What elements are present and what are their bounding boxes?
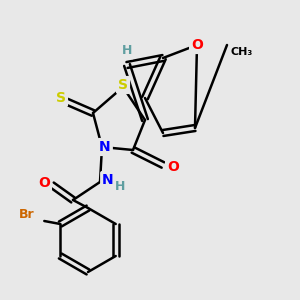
Text: S: S bbox=[118, 78, 128, 92]
Text: S: S bbox=[56, 91, 66, 105]
Text: CH₃: CH₃ bbox=[231, 47, 253, 57]
Text: H: H bbox=[122, 44, 132, 58]
Text: O: O bbox=[191, 38, 203, 52]
Text: N: N bbox=[99, 140, 111, 154]
Text: Br: Br bbox=[19, 208, 34, 221]
Text: O: O bbox=[38, 176, 50, 190]
Text: H: H bbox=[115, 179, 125, 193]
Text: N: N bbox=[102, 173, 114, 187]
Text: O: O bbox=[167, 160, 179, 174]
